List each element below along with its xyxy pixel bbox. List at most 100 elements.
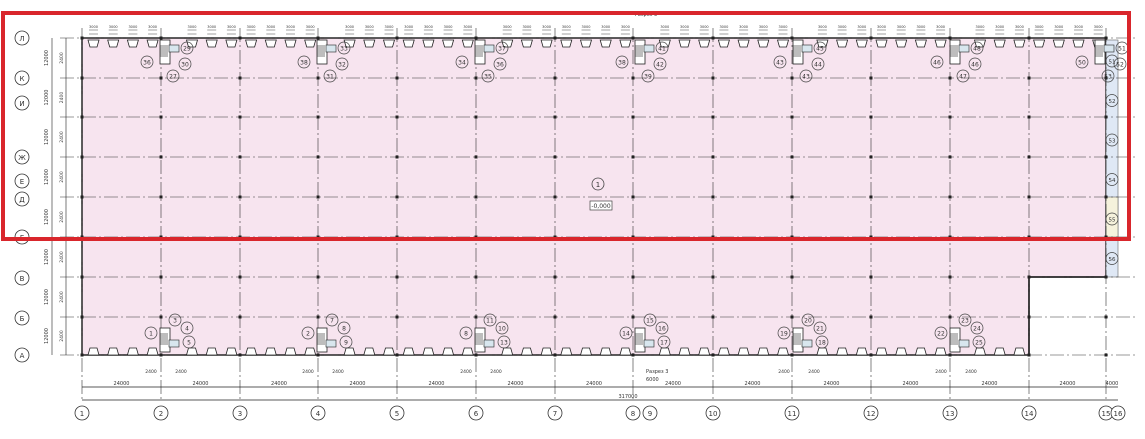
column-axis-circle [942, 405, 958, 421]
dock-door-bottom [520, 347, 533, 356]
stair-dimension: 2400 [778, 369, 790, 375]
column-mark [553, 155, 557, 159]
column-mark [790, 195, 794, 199]
callout-circle [497, 335, 511, 349]
column-mark [1027, 195, 1031, 199]
dock-door-top [560, 39, 573, 48]
stair-dimension: 2400 [965, 369, 977, 375]
dock-leveler-top [975, 29, 985, 35]
column-mark [948, 275, 952, 279]
row-dimension: 12000 [44, 289, 50, 305]
dock-leveler-top [345, 29, 355, 35]
column-mark [948, 115, 952, 119]
dock-dimension: 3000 [700, 25, 709, 29]
dock-door-top [304, 39, 317, 48]
column-mark [80, 76, 84, 80]
dock-door-top [914, 39, 927, 48]
column-mark [553, 76, 557, 80]
column-mark [711, 155, 715, 159]
dock-dimension: 3000 [936, 25, 945, 29]
column-mark [395, 115, 399, 119]
dock-door-top [245, 39, 258, 48]
dock-door-top [993, 39, 1006, 48]
callout-label: 4 [185, 326, 189, 333]
row-axis-label: К [20, 75, 25, 83]
row-axis-label: Б [20, 315, 25, 323]
bay-dimension-last: 4000 [1106, 381, 1119, 387]
row-dimension: 12000 [44, 90, 50, 106]
overall-dimension: 317000 [618, 394, 637, 400]
column-mark [631, 275, 635, 279]
column-mark [1104, 76, 1108, 80]
column-mark [948, 353, 952, 357]
callout-circle [972, 335, 986, 349]
callout-label: 18 [818, 340, 826, 347]
callout-circle [657, 335, 671, 349]
column-axis-label: 3 [238, 410, 242, 418]
column-mark [711, 36, 715, 40]
callout-label: 55 [1109, 218, 1116, 224]
callout-label: 1 [149, 331, 153, 338]
dock-door-top [107, 39, 120, 48]
dock-door-top [501, 39, 514, 48]
callout-label: 33 [340, 46, 348, 53]
dock-door-bottom [855, 347, 868, 356]
dock-dimension: 3000 [424, 25, 433, 29]
row-axis-label: И [19, 100, 24, 108]
column-mark [474, 275, 478, 279]
dock-door-bottom [875, 347, 888, 356]
callout-label: 38 [618, 60, 626, 67]
dock-leveler-top [148, 29, 158, 35]
dock-leveler-top [936, 29, 946, 35]
dock-door-bottom [402, 347, 415, 356]
dock-dimension: 3000 [916, 25, 925, 29]
dock-leveler-top [758, 29, 768, 35]
callout-label: 45 [816, 46, 824, 53]
row-dimension: 12000 [44, 209, 50, 225]
dock-dimension: 3000 [188, 25, 197, 29]
column-mark [395, 195, 399, 199]
column-axis-circle [625, 405, 641, 421]
column-mark [395, 155, 399, 159]
column-mark [631, 115, 635, 119]
callout-circle [1105, 133, 1119, 147]
callout-label: 31 [326, 74, 334, 81]
callout-label: 42 [656, 62, 664, 69]
callout-circle [495, 41, 509, 55]
column-mark [474, 195, 478, 199]
dock-leveler-top [305, 29, 315, 35]
column-mark [869, 195, 873, 199]
column-mark [238, 195, 242, 199]
dock-door-top [382, 39, 396, 48]
column-axis-circle [232, 405, 248, 421]
column-mark [553, 315, 557, 319]
dock-leveler-top [207, 29, 217, 35]
dock-dimension: 3000 [660, 25, 669, 29]
column-mark [159, 195, 163, 199]
column-axis-label: 12 [867, 410, 876, 418]
column-mark [1027, 36, 1031, 40]
stair-dimension: 2400 [145, 369, 157, 375]
column-mark [1104, 353, 1108, 357]
stair-landing [643, 339, 655, 348]
dock-dimension: 3000 [109, 25, 118, 29]
dock-dimension: 3000 [148, 25, 157, 29]
callout-circle [615, 55, 629, 69]
callout-circle [930, 55, 944, 69]
axis-grid [60, 28, 1135, 400]
column-mark [474, 315, 478, 319]
dock-door-top [737, 39, 750, 48]
column-mark [238, 36, 242, 40]
stair-landing [958, 44, 970, 53]
dock-door-top [87, 39, 100, 48]
dock-leveler-top [1014, 29, 1024, 35]
callout-circle [455, 55, 469, 69]
dock-dimension: 3000 [582, 25, 591, 29]
column-mark [711, 353, 715, 357]
column-mark [790, 115, 794, 119]
column-axis-circle [468, 405, 484, 421]
bay-dimension: 24000 [903, 381, 919, 387]
stair-landing [483, 339, 495, 348]
column-mark [869, 275, 873, 279]
